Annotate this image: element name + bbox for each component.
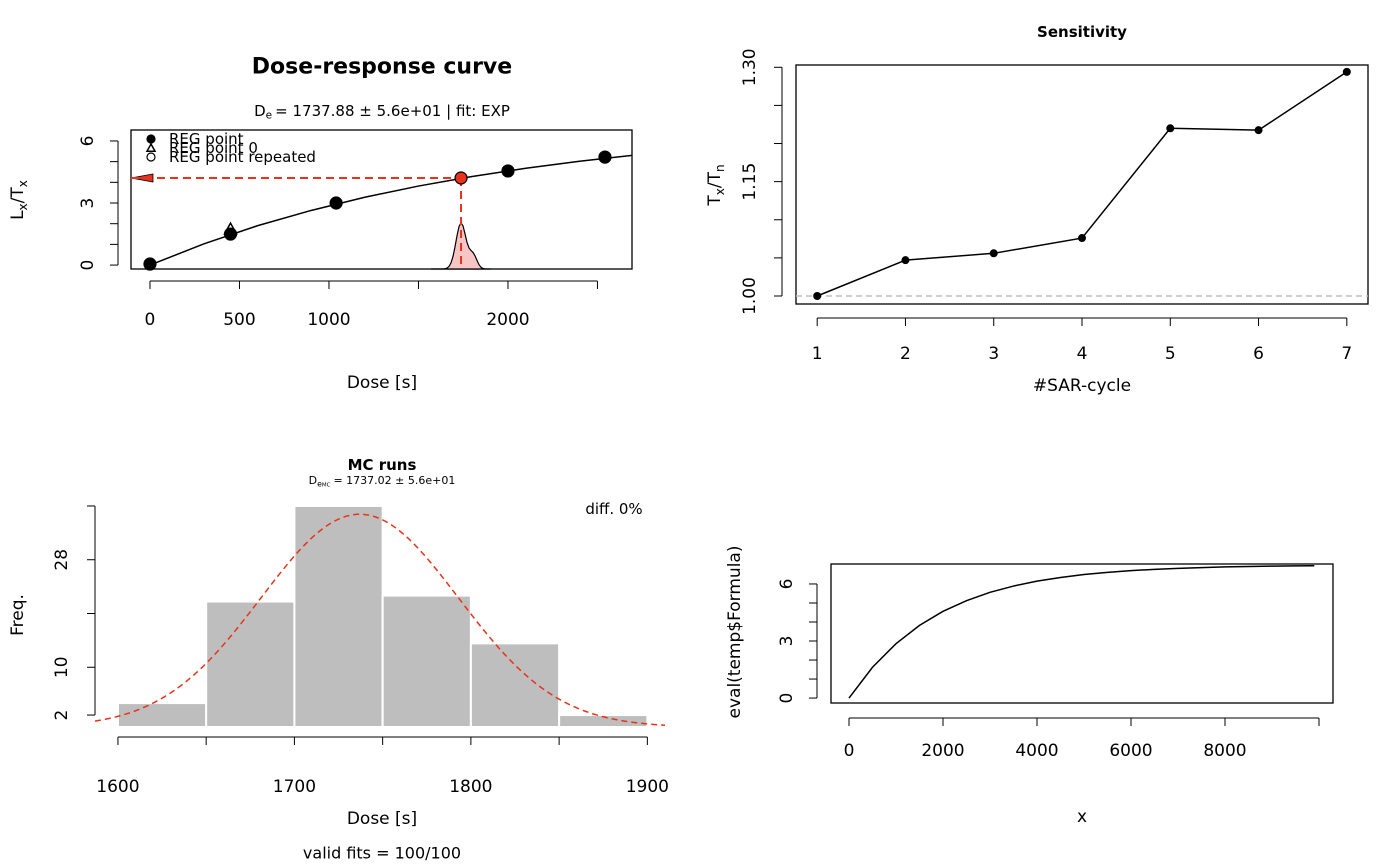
point xyxy=(146,134,156,144)
x-tick-label: 0 xyxy=(844,741,855,761)
y-tick-label: 0 xyxy=(78,260,98,271)
x-tick-label: 4 xyxy=(1077,344,1088,364)
plot-frame xyxy=(795,64,1369,305)
plot-frame xyxy=(830,563,1334,704)
x-tick-label: 2 xyxy=(900,344,911,364)
x-tick-label: 1600 xyxy=(96,777,139,797)
x-tick-label: 1 xyxy=(812,344,823,364)
point xyxy=(501,164,515,178)
x-tick-label: 1900 xyxy=(626,777,669,797)
x-tick-label: 2000 xyxy=(921,741,964,761)
legend-label: REG point repeated xyxy=(169,148,316,166)
chart-title: MC runs xyxy=(348,456,417,474)
y-tick-label: 0 xyxy=(777,693,797,704)
x-tick-label: 6000 xyxy=(1109,741,1152,761)
subscript: MC xyxy=(322,483,331,489)
y-tick-label: 10 xyxy=(52,656,72,678)
y-tick-label: 2 xyxy=(52,710,72,721)
bar xyxy=(381,594,472,728)
value-text: = 1737.02 ± 5.6e+01 xyxy=(333,474,455,487)
bar xyxy=(116,702,208,729)
y-tick-label: 1.15 xyxy=(740,163,760,201)
y-tick-label: 6 xyxy=(777,579,797,590)
point xyxy=(1078,234,1086,243)
y-tick-label: 1.00 xyxy=(740,277,760,315)
chart-title: Sensitivity xyxy=(1037,23,1127,41)
x-tick-label: 2000 xyxy=(486,310,529,330)
x-tick-label: 0 xyxy=(145,310,156,330)
subscript: e xyxy=(266,110,272,122)
x-tick-label: 4000 xyxy=(1015,741,1058,761)
footnote: valid fits = 100/100 xyxy=(303,844,461,863)
legend-label: REG point xyxy=(169,130,244,148)
fit-curve xyxy=(149,154,632,266)
normal-curve xyxy=(94,513,666,726)
point xyxy=(1254,126,1263,135)
x-tick-label: 3 xyxy=(988,344,999,364)
y-tick-label: 28 xyxy=(52,549,72,571)
bar xyxy=(205,600,296,728)
y-tick-label: 3 xyxy=(78,198,98,209)
x-axis-title: #SAR-cycle xyxy=(1033,376,1131,396)
x-tick-label: 1700 xyxy=(273,777,316,797)
point xyxy=(143,257,157,271)
chart-title: Dose-response curve xyxy=(252,55,512,80)
x-tick-label: 8000 xyxy=(1203,741,1246,761)
point xyxy=(901,256,910,265)
point xyxy=(329,196,343,210)
legend-label: REG point 0 xyxy=(169,139,258,157)
x-tick-label: 7 xyxy=(1341,344,1352,364)
de-density-marker xyxy=(130,173,154,183)
x-tick-label: 5 xyxy=(1165,344,1176,364)
x-tick-label: 1800 xyxy=(449,777,492,797)
subscript: x xyxy=(713,188,727,195)
subscript: e xyxy=(317,479,322,488)
x-tick-label: 1000 xyxy=(307,310,350,330)
data-line xyxy=(848,564,1315,699)
point xyxy=(813,291,822,300)
x-tick-label: 6 xyxy=(1253,344,1264,364)
label-part: T xyxy=(705,195,725,207)
x-tick-label: 500 xyxy=(223,310,255,330)
subscript: x xyxy=(16,203,30,210)
x-axis-title: Dose [s] xyxy=(347,373,417,393)
y-tick-label: 6 xyxy=(78,136,98,147)
point xyxy=(145,142,157,152)
subtitle: DeMC = 1737.02 ± 5.6e+01 xyxy=(309,474,456,489)
x-axis-title: Dose [s] xyxy=(347,809,417,829)
y-axis-title: Freq. xyxy=(8,594,28,636)
point xyxy=(146,152,156,162)
point xyxy=(989,249,998,258)
bar xyxy=(293,504,384,729)
label-part: /T xyxy=(705,171,725,188)
annotation: diff. 0% xyxy=(585,500,642,518)
bar xyxy=(469,642,561,728)
y-tick-label: 3 xyxy=(777,636,797,647)
subscript: x xyxy=(16,180,30,187)
symbol: D xyxy=(309,474,317,487)
point xyxy=(1166,124,1175,133)
y-axis-title: eval(temp$Formula) xyxy=(725,546,745,719)
label-part: L xyxy=(8,210,28,220)
y-tick-label: 1.30 xyxy=(740,48,760,86)
subtitle: De = 1737.88 ± 5.6e+01 | fit: EXP xyxy=(254,102,510,122)
symbol: D xyxy=(254,102,266,120)
data-line xyxy=(816,71,1348,297)
plot-frame xyxy=(130,129,633,270)
subscript: n xyxy=(713,164,727,172)
label-part: /T xyxy=(8,187,28,204)
de-point xyxy=(454,171,468,185)
point xyxy=(1342,67,1351,76)
point xyxy=(223,221,238,235)
bar xyxy=(558,714,649,728)
point xyxy=(598,150,612,164)
value-text: = 1737.88 ± 5.6e+01 | fit: EXP xyxy=(275,102,510,120)
x-axis-title: x xyxy=(1077,807,1087,827)
y-axis-title: Tx/Tn xyxy=(705,164,727,206)
y-axis-title: Lx/Tx xyxy=(8,180,30,220)
